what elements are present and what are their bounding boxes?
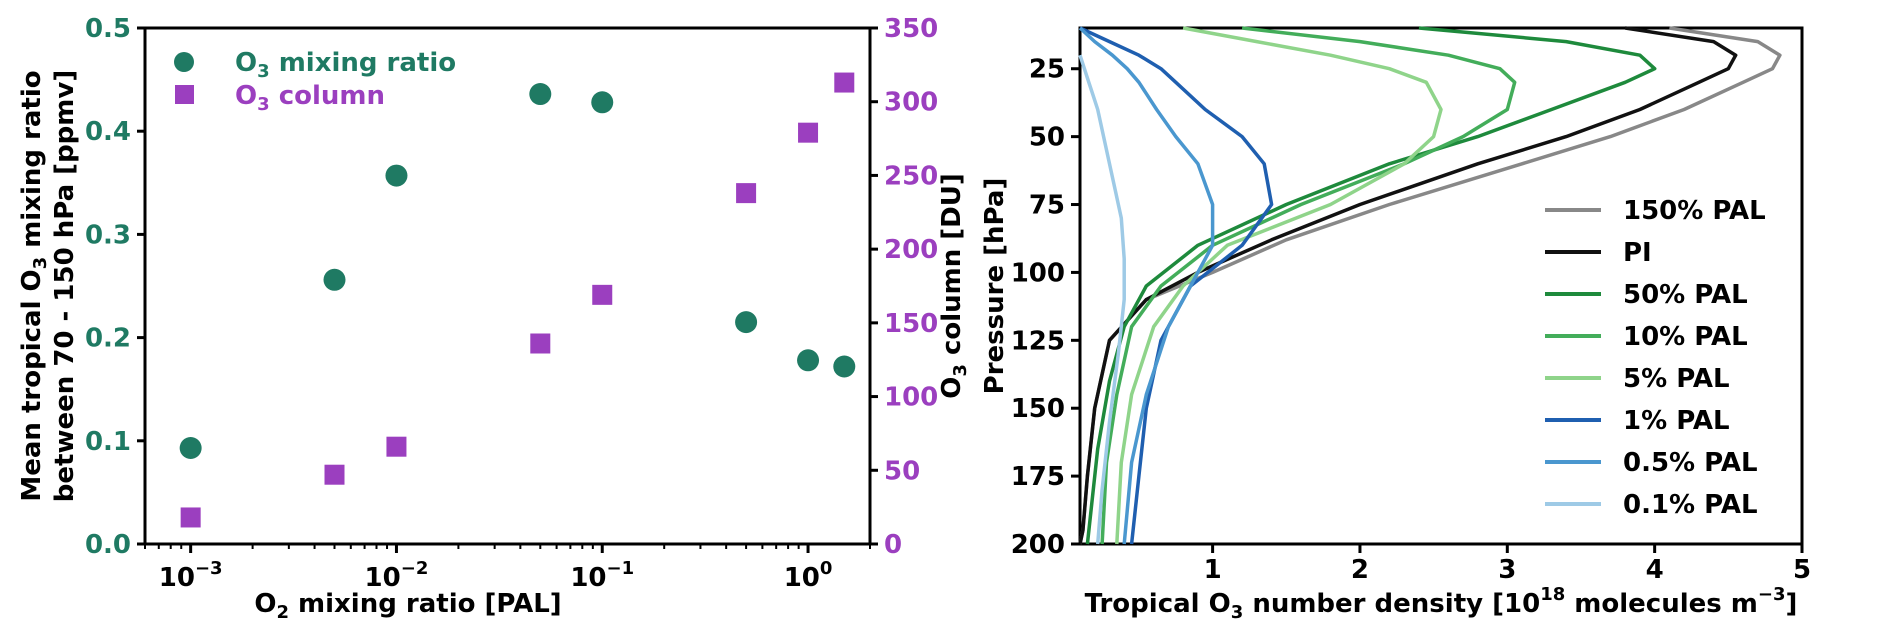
left-plot-frame [143, 26, 872, 546]
mixing-ratio-point [179, 437, 202, 460]
left-y-tick-label: 0.4 [85, 117, 131, 147]
profile-line [1078, 26, 1215, 545]
right-y-tick-label: 300 [884, 88, 938, 118]
right-chart-y-axis-ticks: 25 50 75 100 125 150 175 200 [1011, 55, 1080, 560]
mixing-ratio-point [833, 355, 856, 378]
right-chart-y-tick-label: 100 [1011, 258, 1065, 288]
right-x-tick-label: 1 [1204, 555, 1222, 585]
column-point [530, 333, 551, 354]
column-point [834, 72, 855, 93]
left-x-tick-label: 100 [784, 558, 833, 593]
right-chart-y-tick-label: 200 [1011, 530, 1065, 560]
column-point [592, 284, 613, 305]
mixing-ratio-point [385, 164, 408, 187]
profile-line [1078, 26, 1738, 545]
right-y-tick-label: 200 [884, 235, 938, 265]
legend-label: 150% PAL [1623, 196, 1766, 226]
legend-label-o3-mixing-ratio: O3 mixing ratio [235, 48, 456, 82]
profile-line [1078, 54, 1126, 545]
right-y-tick-label: 150 [884, 309, 938, 339]
right-chart-y-tick-label: 75 [1029, 191, 1065, 221]
column-point [180, 507, 201, 528]
mixing-ratio-point [323, 268, 346, 291]
legend-label: 0.1% PAL [1623, 490, 1758, 520]
left-x-axis-label: O2 mixing ratio [PAL] [254, 589, 561, 623]
legend-label: 5% PAL [1623, 364, 1730, 394]
column-point [798, 122, 819, 143]
left-y-tick-label: 0.3 [85, 220, 131, 250]
left-x-tick-label: 10−2 [365, 558, 429, 593]
legend-label: 0.5% PAL [1623, 448, 1758, 478]
left-y-axis-ticks: 0.0 0.1 0.2 0.3 0.4 0.5 [85, 14, 145, 560]
right-x-tick-label: 3 [1498, 555, 1516, 585]
right-y-tick-label: 50 [884, 456, 920, 486]
right-chart: 1 2 3 4 5 25 50 75 100 125 150 175 200 150% PAL PI 50… [980, 26, 1811, 623]
column-point [736, 183, 757, 204]
left-y-tick-label: 0.1 [85, 427, 131, 457]
left-legend: O3 mixing ratio O3 column [174, 48, 456, 115]
left-y-axis-label-line2: between 70 - 150 hPa [ppmv] [50, 70, 80, 502]
left-x-tick-label: 10−1 [570, 558, 634, 593]
right-y-tick-label: 250 [884, 161, 938, 191]
right-chart-y-tick-label: 175 [1011, 462, 1065, 492]
legend-label: 50% PAL [1623, 280, 1748, 310]
legend-label-o3-column: O3 column [235, 81, 385, 115]
column-point [386, 436, 407, 457]
right-y-axis-ticks: 0 50 100 150 200 250 300 350 [870, 14, 938, 560]
left-x-axis-ticks: 10−3 10−2 10−1 100 [144, 544, 871, 593]
right-y-tick-label: 350 [884, 14, 938, 44]
right-chart-y-tick-label: 150 [1011, 394, 1065, 424]
left-y-tick-label: 0.0 [85, 530, 131, 560]
right-plot-frame [1078, 26, 1804, 546]
right-legend: 150% PAL PI 50% PAL 10% PAL 5% PAL 1% PAL 0.5%… [1545, 196, 1766, 520]
mixing-ratio-point [591, 91, 614, 114]
profile-line [1079, 26, 1274, 545]
legend-label: 10% PAL [1623, 322, 1748, 352]
mixing-ratio-point [797, 349, 820, 372]
legend-label: PI [1623, 238, 1652, 268]
right-chart-y-tick-label: 125 [1011, 326, 1065, 356]
column-point [324, 464, 345, 485]
right-y-tick-label: 0 [884, 530, 902, 560]
right-chart-x-axis-label: Tropical O3 number density [1018 molecul… [1085, 584, 1798, 623]
right-y-tick-label: 100 [884, 383, 938, 413]
profile-line [1085, 26, 1657, 545]
left-y-axis-label: Mean tropical O3 mixing ratio [17, 70, 51, 501]
right-x-tick-label: 5 [1793, 555, 1811, 585]
left-chart: 0.0 0.1 0.2 0.3 0.4 0.5 0 50 100 150 200 250 300 350… [17, 14, 971, 623]
right-series-lines [1078, 26, 1782, 545]
legend-label: 1% PAL [1623, 406, 1730, 436]
legend-marker-o3-column [175, 85, 194, 104]
right-chart-y-tick-label: 50 [1029, 123, 1065, 153]
right-y-axis-label: O3 column [DU] [937, 173, 971, 399]
mixing-ratio-point [529, 83, 552, 106]
left-y-tick-label: 0.5 [85, 14, 131, 44]
right-x-tick-label: 4 [1646, 555, 1664, 585]
left-data-points [179, 72, 856, 528]
mixing-ratio-point [735, 311, 758, 334]
left-x-tick-label: 10−3 [159, 558, 223, 593]
right-x-axis-ticks: 1 2 3 4 5 [1204, 544, 1811, 585]
profile-line [1115, 26, 1443, 545]
right-chart-y-tick-label: 25 [1029, 55, 1065, 85]
right-chart-y-axis-label: Pressure [hPa] [980, 178, 1010, 395]
profile-line [1100, 26, 1517, 545]
legend-marker-o3-mixing-ratio [174, 52, 194, 72]
right-x-tick-label: 2 [1351, 555, 1369, 585]
left-y-tick-label: 0.2 [85, 324, 131, 354]
